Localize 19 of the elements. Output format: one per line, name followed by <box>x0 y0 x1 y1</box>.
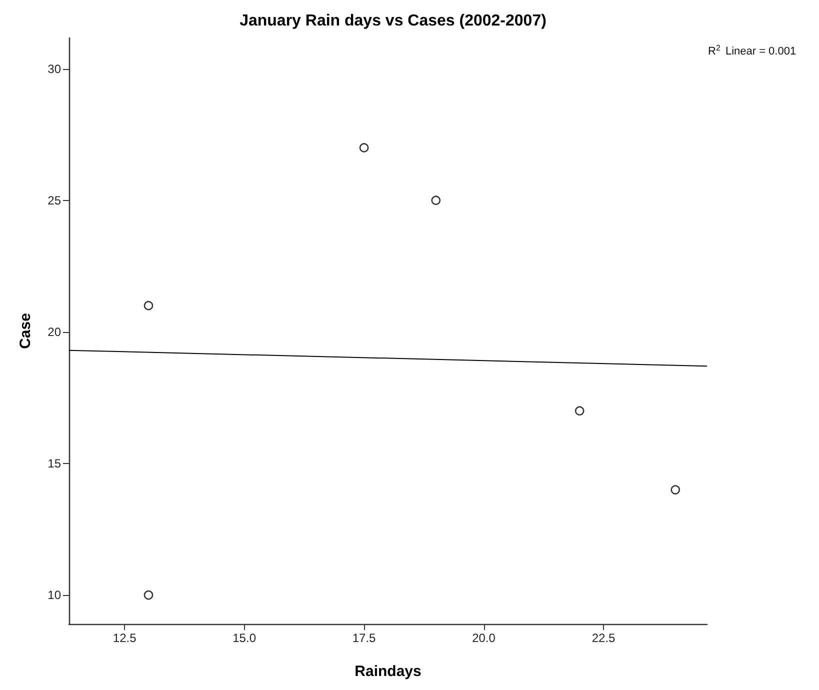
x-tick-label: 12.5 <box>112 631 137 645</box>
x-tick-label: 22.5 <box>592 631 616 645</box>
y-tick-label: 30 <box>48 62 62 76</box>
x-tick-label: 20.0 <box>472 631 496 645</box>
point <box>144 590 154 600</box>
point <box>431 196 441 205</box>
chart-title: January Rain days vs Cases (2002-2007) <box>240 12 546 30</box>
x-tick-label: 15.0 <box>232 631 256 645</box>
point <box>574 406 584 416</box>
y-tick-label: 20 <box>48 324 62 339</box>
point <box>144 300 154 310</box>
x-tick-label: 17.5 <box>352 631 376 645</box>
x-axis-title: Raindays <box>354 663 422 680</box>
point <box>359 143 369 152</box>
point <box>670 485 680 494</box>
y-tick-label: 15 <box>48 456 62 470</box>
y-axis-title: Case <box>17 313 34 349</box>
y-tick-label: 10 <box>48 588 62 602</box>
y-tick-label: 25 <box>48 193 62 208</box>
